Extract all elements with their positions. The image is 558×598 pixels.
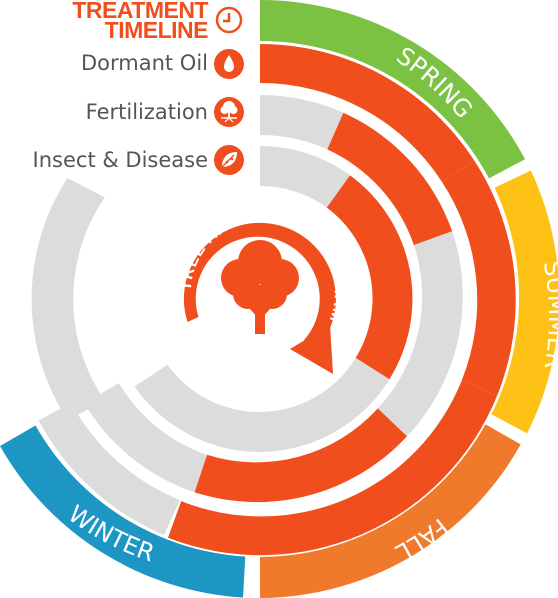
ring-segment xyxy=(168,380,498,556)
treatment-ring-fertilization xyxy=(84,94,463,503)
center-emblem: TREE AND SHRUB PROGRAM xyxy=(162,201,358,397)
legend-label-fertilization: Fertilization xyxy=(85,100,208,124)
legend-label-insect-disease: Insect & Disease xyxy=(32,148,208,172)
legend-title-line2: TIMELINE xyxy=(104,17,209,43)
ring-segment xyxy=(260,94,344,150)
ring-segment xyxy=(260,43,475,182)
season-arc-spring xyxy=(260,0,525,179)
ring-segment xyxy=(327,112,453,246)
arrow-head xyxy=(290,325,333,374)
droplet-icon xyxy=(214,49,244,79)
ring-segment xyxy=(84,383,207,493)
ring-segment xyxy=(260,357,390,452)
season-arc-winter xyxy=(0,425,246,598)
legend-title-line1: TREATMENT xyxy=(72,0,208,23)
legend-label-dormant-oil: Dormant Oil xyxy=(80,51,208,75)
ring-segment xyxy=(377,231,463,437)
clock-icon xyxy=(215,6,243,34)
treatment-ring-dormant-oil xyxy=(31,43,516,556)
ring-segment xyxy=(38,402,180,535)
ring-segment xyxy=(194,408,407,503)
season-label-summer: SUMMER xyxy=(538,259,558,372)
ring-segment xyxy=(134,364,260,452)
season-arc-fall xyxy=(260,424,521,598)
ring-segment xyxy=(31,178,105,420)
treatment-ring-insect-disease xyxy=(134,145,413,452)
leaf-bug-icon xyxy=(214,145,244,175)
ring-segment xyxy=(260,145,350,208)
ring-segment xyxy=(326,175,413,380)
tree-icon xyxy=(221,240,299,334)
ring-segment xyxy=(441,160,516,396)
tree-roots-icon xyxy=(214,97,244,127)
season-arc-summer xyxy=(491,170,558,434)
